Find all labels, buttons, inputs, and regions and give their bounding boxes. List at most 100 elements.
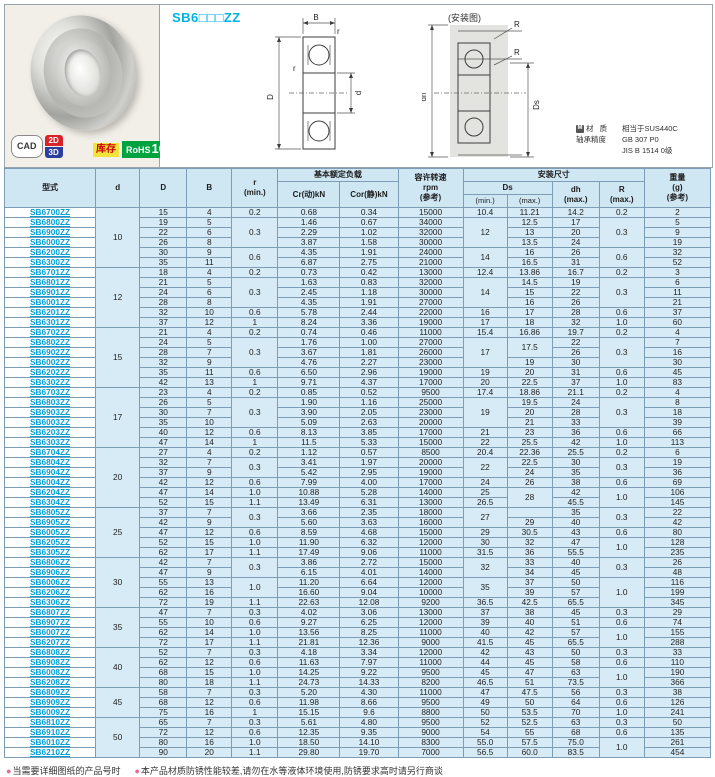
model-cell[interactable]: SB6809ZZ <box>3 687 97 698</box>
model-link[interactable]: SB6703ZZ <box>30 387 71 398</box>
model-link[interactable]: SB6205ZZ <box>30 537 71 548</box>
model-cell[interactable]: SB6200ZZ <box>3 247 97 258</box>
model-cell[interactable]: SB6202ZZ <box>3 367 97 378</box>
model-link[interactable]: SB6305ZZ <box>30 547 71 558</box>
model-cell[interactable]: SB6003ZZ <box>3 417 97 428</box>
model-cell[interactable]: SB6001ZZ <box>3 297 97 308</box>
model-cell[interactable]: SB6802ZZ <box>3 337 97 348</box>
model-cell[interactable]: SB6805ZZ <box>3 507 97 518</box>
model-cell[interactable]: SB6800ZZ <box>3 217 97 228</box>
model-cell[interactable]: SB6701ZZ <box>3 267 97 278</box>
model-link[interactable]: SB6905ZZ <box>30 517 71 528</box>
model-link[interactable]: SB6805ZZ <box>30 507 71 518</box>
model-link[interactable]: SB6003ZZ <box>30 417 71 428</box>
model-cell[interactable]: SB6902ZZ <box>3 347 97 358</box>
model-cell[interactable]: SB6803ZZ <box>3 397 97 408</box>
model-cell[interactable]: SB6306ZZ <box>3 597 97 608</box>
model-link[interactable]: SB6908ZZ <box>30 657 71 668</box>
model-link[interactable]: SB6910ZZ <box>30 727 71 738</box>
model-link[interactable]: SB6202ZZ <box>30 367 71 378</box>
model-link[interactable]: SB6901ZZ <box>30 287 71 298</box>
model-link[interactable]: SB6002ZZ <box>30 357 71 368</box>
model-link[interactable]: SB6206ZZ <box>30 587 71 598</box>
model-cell[interactable]: SB6806ZZ <box>3 557 97 568</box>
model-link[interactable]: SB6004ZZ <box>30 477 71 488</box>
model-link[interactable]: SB6201ZZ <box>30 307 71 318</box>
model-link[interactable]: SB6809ZZ <box>30 687 71 698</box>
model-cell[interactable]: SB6204ZZ <box>3 487 97 498</box>
model-link[interactable]: SB6301ZZ <box>30 317 71 328</box>
model-link[interactable]: SB6904ZZ <box>30 467 71 478</box>
model-cell[interactable]: SB6300ZZ <box>3 257 97 268</box>
model-cell[interactable]: SB6008ZZ <box>3 667 97 678</box>
model-link[interactable]: SB6008ZZ <box>30 667 71 678</box>
model-cell[interactable]: SB6205ZZ <box>3 537 97 548</box>
model-link[interactable]: SB6903ZZ <box>30 407 71 418</box>
model-link[interactable]: SB6304ZZ <box>30 497 71 508</box>
model-cell[interactable]: SB6002ZZ <box>3 357 97 368</box>
model-link[interactable]: SB6701ZZ <box>30 267 71 278</box>
model-link[interactable]: SB6810ZZ <box>30 717 71 728</box>
model-cell[interactable]: SB6700ZZ <box>3 207 97 218</box>
model-link[interactable]: SB6210ZZ <box>30 747 71 758</box>
model-link[interactable]: SB6907ZZ <box>30 617 71 628</box>
model-cell[interactable]: SB6304ZZ <box>3 497 97 508</box>
model-link[interactable]: SB6303ZZ <box>30 437 71 448</box>
model-cell[interactable]: SB6004ZZ <box>3 477 97 488</box>
model-cell[interactable]: SB6207ZZ <box>3 637 97 648</box>
model-cell[interactable]: SB6010ZZ <box>3 737 97 748</box>
model-link[interactable]: SB6009ZZ <box>30 707 71 718</box>
model-link[interactable]: SB6300ZZ <box>30 257 71 268</box>
model-cell[interactable]: SB6906ZZ <box>3 567 97 578</box>
model-link[interactable]: SB6200ZZ <box>30 247 71 258</box>
model-link[interactable]: SB6909ZZ <box>30 697 71 708</box>
model-link[interactable]: SB6700ZZ <box>30 207 71 218</box>
model-cell[interactable]: SB6302ZZ <box>3 377 97 388</box>
model-link[interactable]: SB6808ZZ <box>30 647 71 658</box>
model-cell[interactable]: SB6702ZZ <box>3 327 97 338</box>
model-cell[interactable]: SB6305ZZ <box>3 547 97 558</box>
model-link[interactable]: SB6006ZZ <box>30 577 71 588</box>
model-cell[interactable]: SB6909ZZ <box>3 697 97 708</box>
model-cell[interactable]: SB6206ZZ <box>3 587 97 598</box>
model-cell[interactable]: SB6904ZZ <box>3 467 97 478</box>
model-link[interactable]: SB6702ZZ <box>30 327 71 338</box>
model-link[interactable]: SB6204ZZ <box>30 487 71 498</box>
model-cell[interactable]: SB6808ZZ <box>3 647 97 658</box>
model-cell[interactable]: SB6908ZZ <box>3 657 97 668</box>
model-link[interactable]: SB6902ZZ <box>30 347 71 358</box>
model-link[interactable]: SB6900ZZ <box>30 227 71 238</box>
model-cell[interactable]: SB6807ZZ <box>3 607 97 618</box>
cad-2d-button[interactable]: 2D <box>44 135 63 146</box>
model-cell[interactable]: SB6703ZZ <box>3 387 97 398</box>
model-cell[interactable]: SB6910ZZ <box>3 727 97 738</box>
model-cell[interactable]: SB6903ZZ <box>3 407 97 418</box>
model-cell[interactable]: SB6905ZZ <box>3 517 97 528</box>
model-link[interactable]: SB6704ZZ <box>30 447 71 458</box>
model-cell[interactable]: SB6006ZZ <box>3 577 97 588</box>
model-link[interactable]: SB6306ZZ <box>30 597 71 608</box>
model-cell[interactable]: SB6801ZZ <box>3 277 97 288</box>
model-cell[interactable]: SB6704ZZ <box>3 447 97 458</box>
model-link[interactable]: SB6906ZZ <box>30 567 71 578</box>
model-link[interactable]: SB6001ZZ <box>30 297 71 308</box>
model-cell[interactable]: SB6301ZZ <box>3 317 97 328</box>
model-link[interactable]: SB6803ZZ <box>30 397 71 408</box>
cad-3d-button[interactable]: 3D <box>44 147 63 158</box>
model-cell[interactable]: SB6203ZZ <box>3 427 97 438</box>
model-link[interactable]: SB6800ZZ <box>30 217 71 228</box>
model-link[interactable]: SB6807ZZ <box>30 607 71 618</box>
model-link[interactable]: SB6802ZZ <box>30 337 71 348</box>
model-cell[interactable]: SB6810ZZ <box>3 717 97 728</box>
model-cell[interactable]: SB6303ZZ <box>3 437 97 448</box>
model-cell[interactable]: SB6804ZZ <box>3 457 97 468</box>
model-link[interactable]: SB6000ZZ <box>30 237 71 248</box>
model-cell[interactable]: SB6210ZZ <box>3 747 97 758</box>
model-link[interactable]: SB6806ZZ <box>30 557 71 568</box>
model-cell[interactable]: SB6005ZZ <box>3 527 97 538</box>
model-cell[interactable]: SB6000ZZ <box>3 237 97 248</box>
model-cell[interactable]: SB6009ZZ <box>3 707 97 718</box>
model-cell[interactable]: SB6907ZZ <box>3 617 97 628</box>
model-link[interactable]: SB6007ZZ <box>30 627 71 638</box>
model-cell[interactable]: SB6007ZZ <box>3 627 97 638</box>
